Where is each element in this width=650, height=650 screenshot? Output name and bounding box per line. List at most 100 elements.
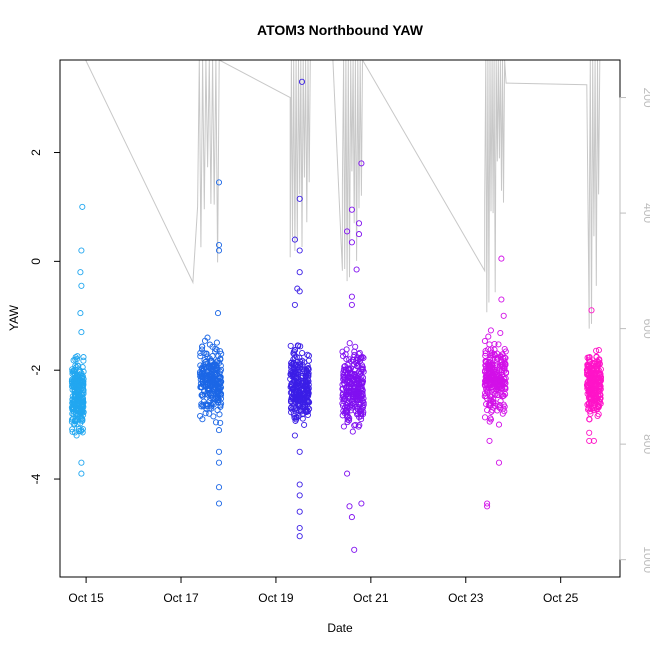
data-point bbox=[77, 269, 84, 276]
data-point bbox=[499, 410, 506, 417]
data-point bbox=[79, 364, 86, 371]
data-point bbox=[348, 239, 355, 246]
data-point bbox=[287, 342, 294, 349]
data-point bbox=[484, 503, 491, 510]
data-point bbox=[497, 405, 504, 412]
data-point bbox=[299, 349, 306, 357]
y-tick-label: 2 bbox=[29, 149, 43, 156]
data-point bbox=[351, 379, 358, 386]
series-2 bbox=[287, 78, 313, 540]
data-point bbox=[79, 400, 86, 407]
data-point bbox=[213, 339, 220, 346]
data-point bbox=[491, 346, 498, 353]
data-point bbox=[353, 266, 360, 273]
data-point bbox=[483, 379, 490, 387]
data-point bbox=[76, 381, 83, 388]
data-point bbox=[301, 402, 308, 409]
data-point bbox=[296, 481, 303, 488]
data-point bbox=[78, 282, 85, 289]
data-point bbox=[201, 357, 208, 364]
data-point bbox=[486, 385, 493, 392]
data-point bbox=[291, 236, 298, 243]
y-tick-label: -2 bbox=[29, 365, 43, 376]
data-point bbox=[359, 380, 366, 387]
data-point bbox=[203, 364, 211, 371]
data-point bbox=[354, 374, 361, 381]
data-point bbox=[297, 343, 304, 350]
data-point bbox=[215, 247, 223, 254]
data-point bbox=[355, 401, 362, 408]
data-point bbox=[340, 376, 347, 383]
data-point bbox=[341, 398, 348, 405]
data-point bbox=[339, 390, 346, 397]
data-point bbox=[305, 366, 312, 373]
data-point bbox=[344, 413, 352, 420]
data-point bbox=[481, 414, 489, 421]
data-point bbox=[198, 346, 206, 353]
data-point bbox=[217, 380, 224, 387]
data-point bbox=[296, 407, 303, 414]
data-point bbox=[498, 369, 505, 376]
data-point bbox=[72, 362, 79, 369]
data-point bbox=[586, 408, 593, 415]
data-point bbox=[493, 357, 500, 364]
data-point bbox=[294, 386, 301, 393]
data-point bbox=[291, 365, 298, 372]
data-point bbox=[197, 349, 204, 356]
data-point bbox=[80, 387, 87, 394]
data-point bbox=[305, 378, 312, 385]
data-point bbox=[342, 391, 349, 398]
data-point bbox=[358, 392, 365, 399]
data-point bbox=[209, 343, 216, 350]
data-point bbox=[299, 415, 306, 422]
data-point bbox=[79, 373, 86, 380]
data-point bbox=[289, 395, 296, 402]
data-point bbox=[72, 393, 79, 400]
data-point bbox=[296, 533, 303, 540]
data-point bbox=[342, 407, 349, 414]
data-point bbox=[355, 384, 362, 391]
data-point bbox=[296, 448, 303, 455]
data-point bbox=[217, 419, 224, 426]
data-point bbox=[204, 387, 211, 394]
data-point bbox=[586, 354, 593, 361]
data-point bbox=[589, 375, 596, 382]
data-point bbox=[350, 361, 358, 368]
data-point bbox=[296, 269, 303, 276]
data-point bbox=[342, 351, 349, 358]
data-point bbox=[342, 384, 350, 391]
data-point bbox=[293, 385, 300, 392]
chart-title: ATOM3 Northbound YAW bbox=[257, 22, 424, 38]
data-point bbox=[502, 385, 509, 393]
data-point bbox=[595, 404, 602, 411]
data-point bbox=[294, 400, 301, 407]
data-point bbox=[487, 415, 494, 422]
series-1 bbox=[196, 179, 225, 507]
data-point bbox=[485, 333, 492, 340]
data-point bbox=[302, 383, 309, 390]
data-point bbox=[482, 350, 489, 357]
data-point bbox=[217, 390, 224, 398]
data-point bbox=[208, 401, 215, 408]
data-point bbox=[597, 374, 605, 381]
data-point bbox=[197, 353, 204, 360]
data-point bbox=[340, 423, 347, 430]
data-point bbox=[210, 413, 217, 420]
data-point bbox=[78, 427, 85, 434]
data-point bbox=[502, 369, 509, 376]
data-point bbox=[586, 429, 593, 436]
y-axis-label: YAW bbox=[7, 304, 21, 331]
data-point bbox=[304, 392, 311, 399]
data-point bbox=[352, 343, 359, 350]
series-3 bbox=[339, 160, 367, 553]
data-point bbox=[71, 421, 78, 428]
data-point bbox=[73, 405, 80, 413]
data-point bbox=[304, 411, 311, 419]
data-point bbox=[590, 437, 597, 444]
data-point bbox=[216, 411, 223, 418]
data-point bbox=[486, 437, 493, 444]
data-point bbox=[488, 366, 496, 373]
data-point bbox=[215, 484, 223, 491]
data-point bbox=[486, 341, 493, 348]
